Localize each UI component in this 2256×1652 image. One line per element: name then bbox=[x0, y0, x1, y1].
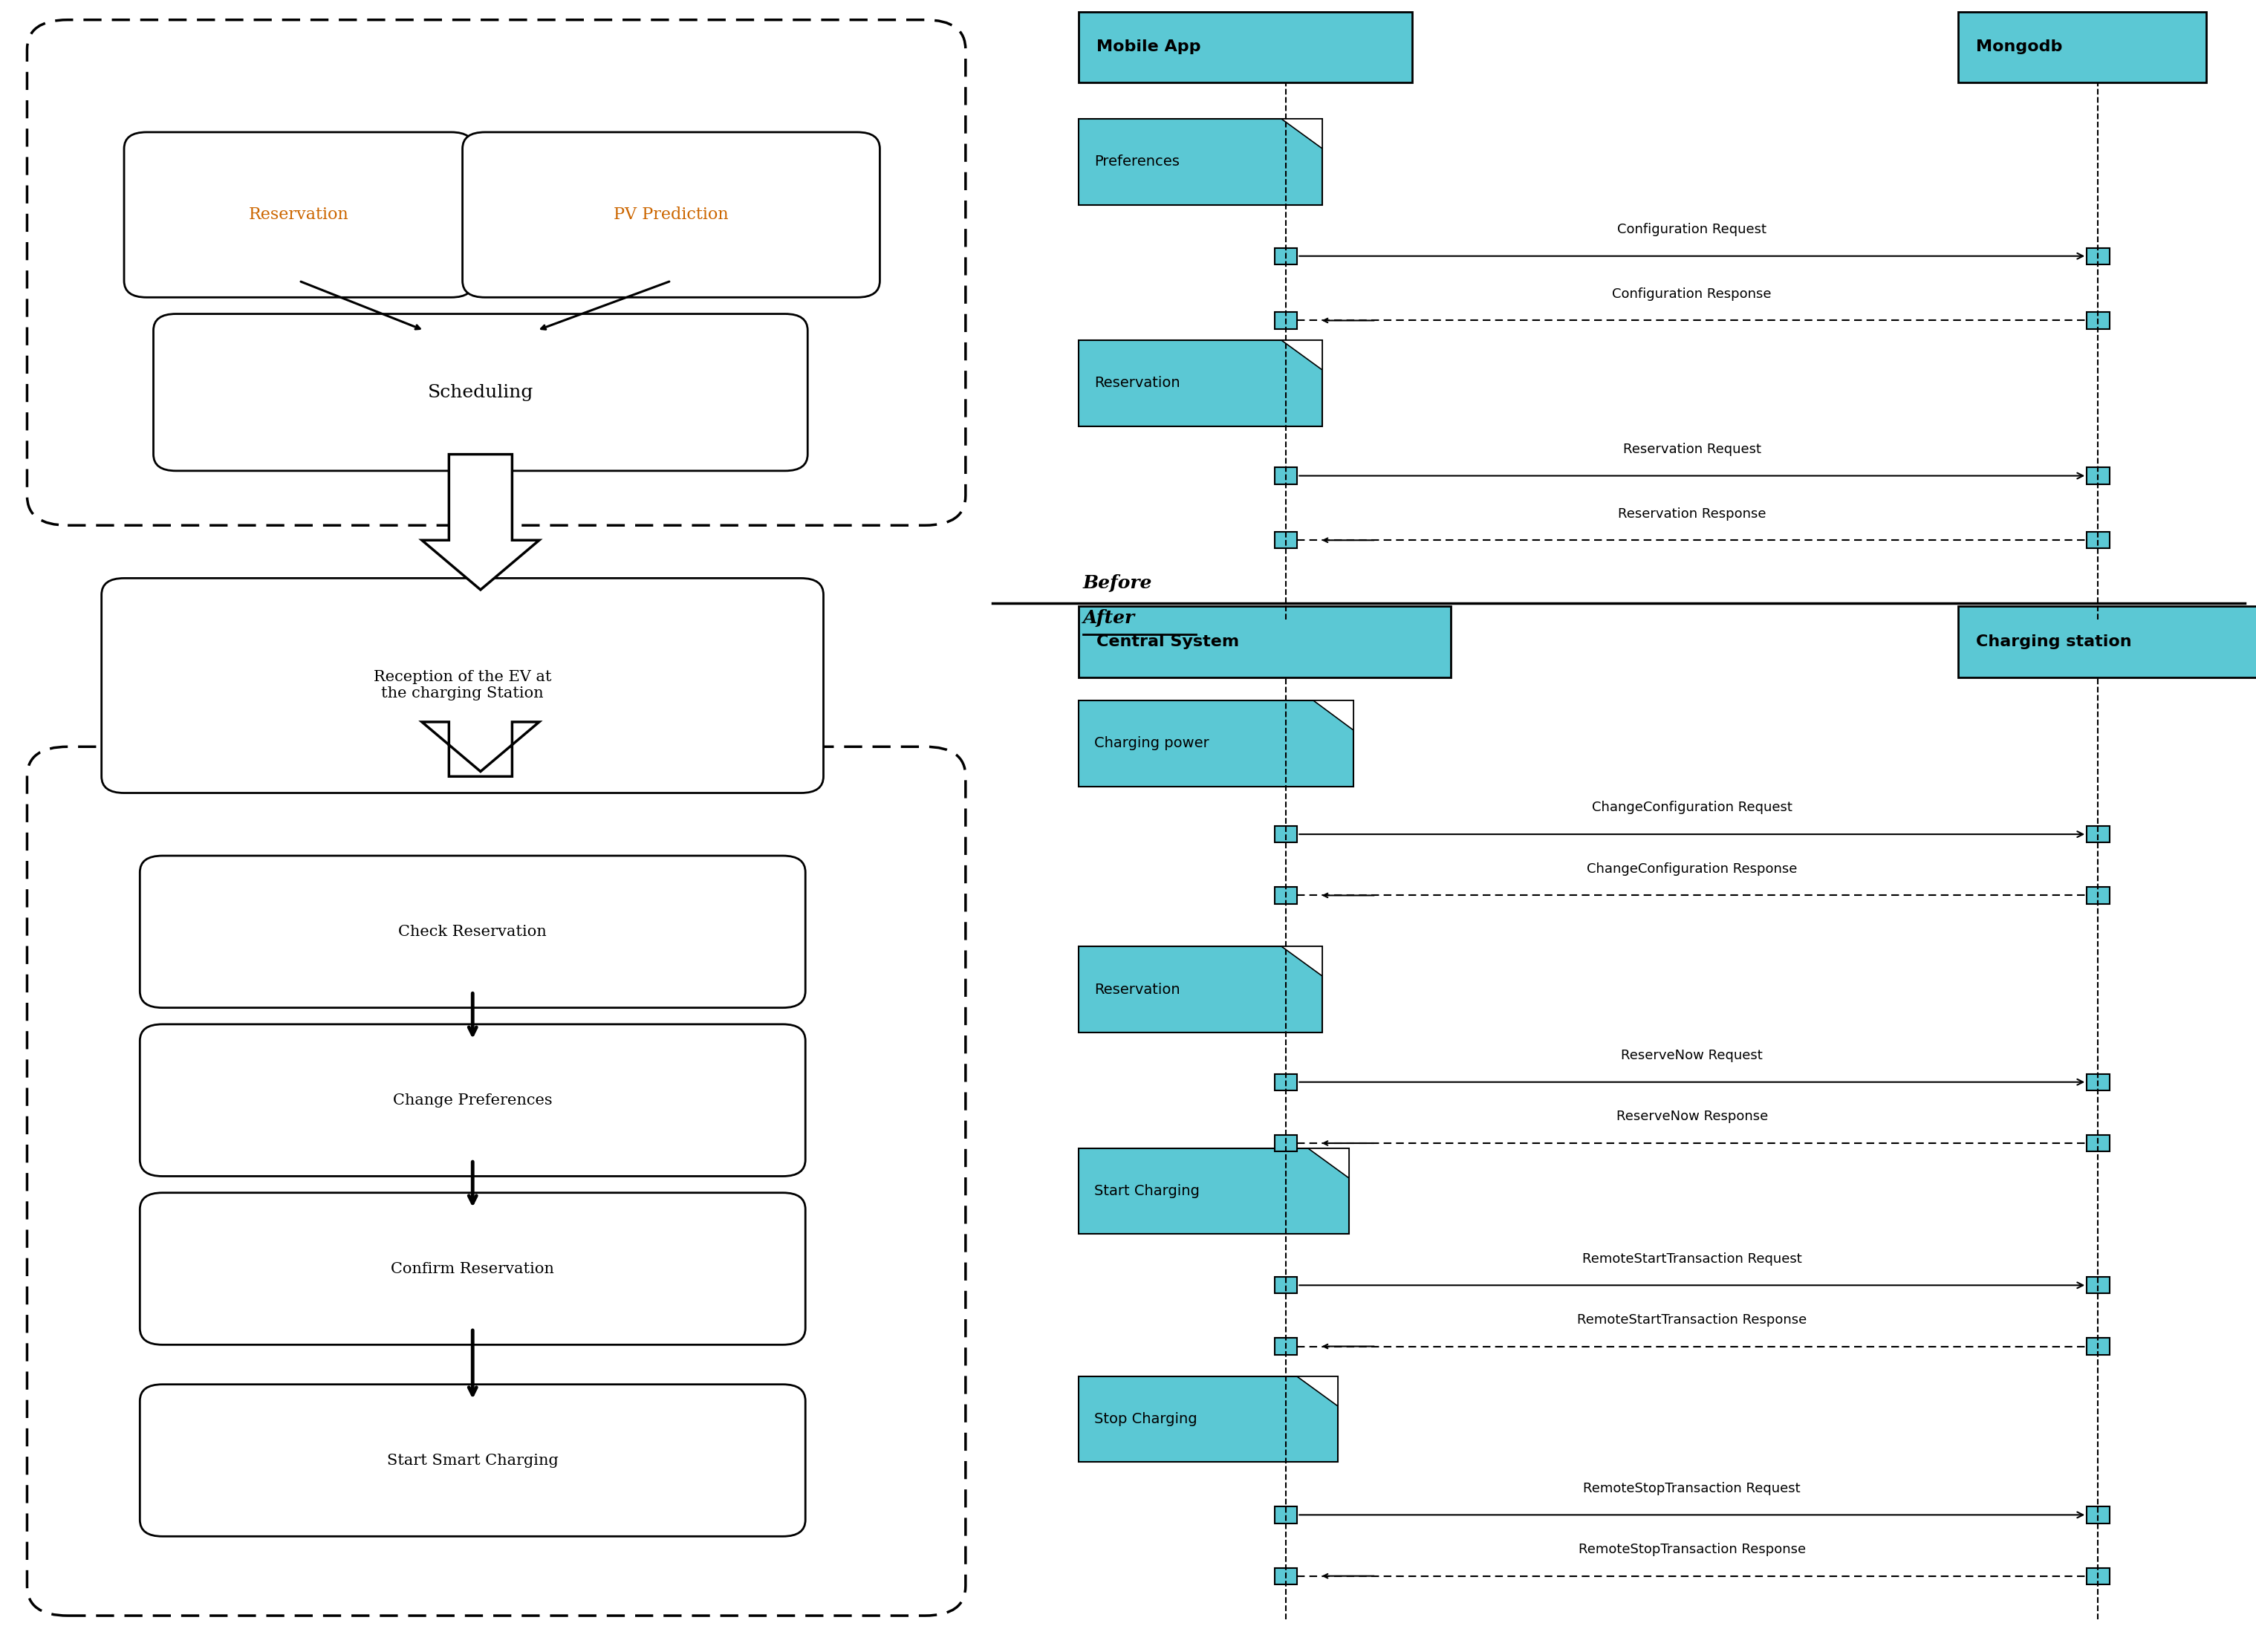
Bar bbox=[2087, 468, 2109, 484]
Bar bbox=[1275, 1338, 1297, 1355]
Bar bbox=[1275, 532, 1297, 548]
Bar bbox=[1275, 1074, 1297, 1090]
Bar bbox=[1078, 12, 1412, 83]
Text: Change Preferences: Change Preferences bbox=[393, 1094, 553, 1107]
Bar bbox=[1275, 1277, 1297, 1294]
Text: After: After bbox=[1083, 610, 1135, 626]
Text: Start Charging: Start Charging bbox=[1094, 1184, 1200, 1198]
Bar bbox=[2087, 312, 2109, 329]
Text: Central System: Central System bbox=[1096, 634, 1239, 649]
FancyBboxPatch shape bbox=[140, 856, 805, 1008]
Polygon shape bbox=[1281, 340, 1322, 370]
Text: Mobile App: Mobile App bbox=[1096, 40, 1200, 55]
Bar bbox=[1275, 887, 1297, 904]
Text: Reservation Request: Reservation Request bbox=[1622, 443, 1762, 456]
Polygon shape bbox=[422, 454, 539, 590]
Polygon shape bbox=[1281, 947, 1322, 976]
Text: ReserveNow Response: ReserveNow Response bbox=[1615, 1110, 1769, 1123]
Bar bbox=[2087, 1074, 2109, 1090]
Text: Configuration Response: Configuration Response bbox=[1613, 287, 1771, 301]
FancyBboxPatch shape bbox=[124, 132, 474, 297]
Text: Mongodb: Mongodb bbox=[1976, 40, 2062, 55]
Text: RemoteStartTransaction Request: RemoteStartTransaction Request bbox=[1581, 1252, 1803, 1265]
Polygon shape bbox=[422, 722, 539, 776]
Bar bbox=[1078, 1376, 1338, 1462]
FancyBboxPatch shape bbox=[140, 1193, 805, 1345]
FancyBboxPatch shape bbox=[27, 20, 966, 525]
Bar bbox=[1275, 1568, 1297, 1584]
Text: Stop Charging: Stop Charging bbox=[1094, 1412, 1198, 1426]
Text: ChangeConfiguration Request: ChangeConfiguration Request bbox=[1593, 801, 1791, 814]
Text: Reservation Response: Reservation Response bbox=[1618, 507, 1766, 520]
Bar bbox=[2087, 1277, 2109, 1294]
Text: Check Reservation: Check Reservation bbox=[399, 925, 546, 938]
Text: PV Prediction: PV Prediction bbox=[614, 206, 729, 223]
Bar bbox=[1078, 700, 1354, 786]
Text: ReserveNow Request: ReserveNow Request bbox=[1622, 1049, 1762, 1062]
Polygon shape bbox=[1308, 1148, 1349, 1178]
FancyBboxPatch shape bbox=[140, 1024, 805, 1176]
FancyBboxPatch shape bbox=[153, 314, 808, 471]
Text: Preferences: Preferences bbox=[1094, 155, 1180, 169]
Polygon shape bbox=[1313, 700, 1354, 730]
Text: Start Smart Charging: Start Smart Charging bbox=[388, 1454, 557, 1467]
Bar bbox=[2087, 1338, 2109, 1355]
Bar bbox=[1275, 248, 1297, 264]
FancyBboxPatch shape bbox=[102, 578, 823, 793]
Bar bbox=[2087, 1568, 2109, 1584]
Text: ChangeConfiguration Response: ChangeConfiguration Response bbox=[1586, 862, 1798, 876]
Text: Charging power: Charging power bbox=[1094, 737, 1209, 750]
Text: Charging station: Charging station bbox=[1976, 634, 2132, 649]
Text: Configuration Request: Configuration Request bbox=[1618, 223, 1766, 236]
Bar bbox=[1275, 312, 1297, 329]
Text: Reservation: Reservation bbox=[1094, 983, 1180, 996]
Bar bbox=[2087, 1507, 2109, 1523]
Polygon shape bbox=[1281, 119, 1322, 149]
Bar bbox=[1078, 119, 1322, 205]
Bar bbox=[1275, 1507, 1297, 1523]
FancyBboxPatch shape bbox=[27, 747, 966, 1616]
Text: Reservation: Reservation bbox=[248, 206, 350, 223]
Text: RemoteStopTransaction Response: RemoteStopTransaction Response bbox=[1579, 1543, 1805, 1556]
Bar bbox=[2087, 826, 2109, 843]
Bar bbox=[1275, 468, 1297, 484]
Bar bbox=[2087, 1135, 2109, 1151]
Bar bbox=[1078, 340, 1322, 426]
Text: Scheduling: Scheduling bbox=[429, 383, 532, 401]
Text: RemoteStartTransaction Response: RemoteStartTransaction Response bbox=[1577, 1313, 1807, 1327]
Bar bbox=[1958, 12, 2206, 83]
Bar bbox=[2087, 532, 2109, 548]
Bar bbox=[1078, 947, 1322, 1032]
Polygon shape bbox=[1297, 1376, 1338, 1406]
Text: Before: Before bbox=[1083, 575, 1153, 591]
Text: RemoteStopTransaction Request: RemoteStopTransaction Request bbox=[1584, 1482, 1800, 1495]
Bar bbox=[1275, 1135, 1297, 1151]
FancyBboxPatch shape bbox=[140, 1384, 805, 1536]
Text: Confirm Reservation: Confirm Reservation bbox=[390, 1262, 555, 1275]
Text: Reception of the EV at
the charging Station: Reception of the EV at the charging Stat… bbox=[374, 671, 550, 700]
Bar bbox=[1078, 1148, 1349, 1234]
Bar bbox=[1958, 606, 2256, 677]
Bar bbox=[2087, 248, 2109, 264]
Text: Reservation: Reservation bbox=[1094, 377, 1180, 390]
Bar bbox=[1078, 606, 1451, 677]
Bar bbox=[2087, 887, 2109, 904]
Bar bbox=[1275, 826, 1297, 843]
FancyBboxPatch shape bbox=[462, 132, 880, 297]
